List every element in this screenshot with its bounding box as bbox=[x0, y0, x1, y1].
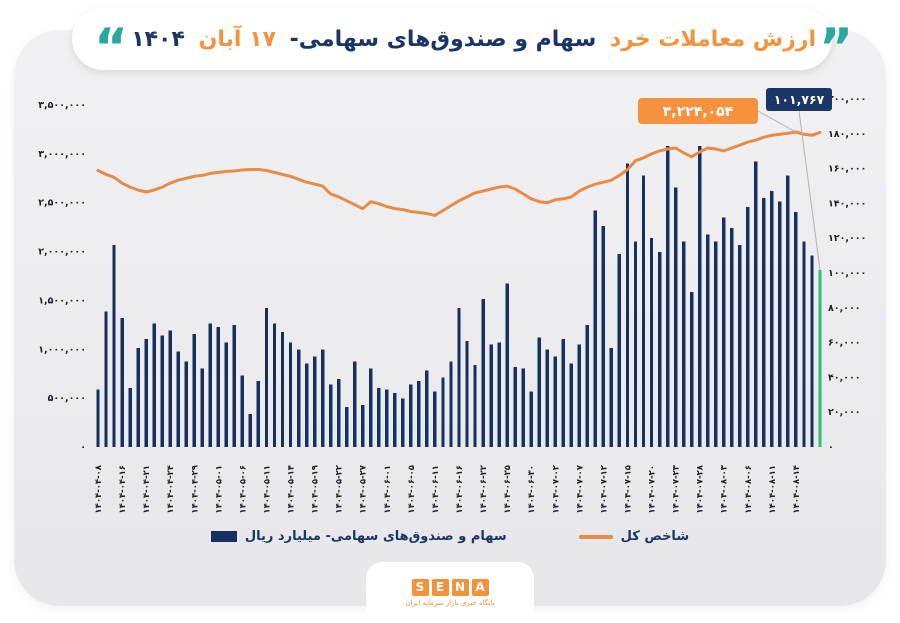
svg-text:۳,۵۰۰,۰۰۰: ۳,۵۰۰,۰۰۰ bbox=[38, 100, 86, 111]
svg-text:۱۴۰۴-۰۷-۰۲: ۱۴۰۴-۰۷-۰۲ bbox=[551, 464, 561, 513]
sena-logo: S E N A پایگاه خبری بازار سرمایه ایران bbox=[366, 562, 534, 623]
svg-text:۵۰۰,۰۰۰: ۵۰۰,۰۰۰ bbox=[48, 393, 86, 404]
svg-text:۱۴۰۴-۰۶-۱۱: ۱۴۰۴-۰۶-۱۱ bbox=[431, 465, 441, 514]
svg-text:۱۴۰۴-۰۵-۱۱: ۱۴۰۴-۰۵-۱۱ bbox=[262, 465, 272, 514]
svg-text:۱۴۰۴-۰۷-۲۳: ۱۴۰۴-۰۷-۲۳ bbox=[672, 464, 682, 513]
svg-text:۱۴۰۴-۰۴-۲۴: ۱۴۰۴-۰۴-۲۴ bbox=[166, 465, 176, 514]
logo-letter-a: A bbox=[471, 578, 489, 596]
title-banner: “ ارزش معاملات خرد سهام و صندوق‌های سهام… bbox=[72, 8, 853, 78]
svg-text:۲,۰۰۰,۰۰۰: ۲,۰۰۰,۰۰۰ bbox=[38, 247, 86, 258]
svg-text:۱۴۰۴-۰۴-۱۶: ۱۴۰۴-۰۴-۱۶ bbox=[118, 465, 128, 514]
svg-text:۱۴۰۴-۰۵-۲۲: ۱۴۰۴-۰۵-۲۲ bbox=[335, 464, 345, 513]
svg-text:۱۰۰,۰۰۰: ۱۰۰,۰۰۰ bbox=[828, 268, 866, 279]
svg-text:۱۴۰۴-۰۸-۰۶: ۱۴۰۴-۰۸-۰۶ bbox=[744, 465, 754, 514]
page-title: ارزش معاملات خرد سهام و صندوق‌های سهامی-… bbox=[128, 27, 819, 52]
svg-text:۱۲۰,۰۰۰: ۱۲۰,۰۰۰ bbox=[828, 233, 866, 244]
svg-text:۱,۰۰۰,۰۰۰: ۱,۰۰۰,۰۰۰ bbox=[38, 344, 86, 355]
svg-text:۰: ۰ bbox=[828, 442, 834, 453]
svg-text:۱۴۰۴-۰۵-۱۹: ۱۴۰۴-۰۵-۱۹ bbox=[311, 464, 321, 513]
title-part-3: ۱۷ آبان bbox=[198, 26, 276, 52]
svg-text:۱۴۰۴-۰۷-۲۰: ۱۴۰۴-۰۷-۲۰ bbox=[648, 465, 658, 514]
svg-text:۲,۵۰۰,۰۰۰: ۲,۵۰۰,۰۰۰ bbox=[38, 198, 86, 209]
svg-text:۱۴۰۴-۰۶-۰۱: ۱۴۰۴-۰۶-۰۱ bbox=[383, 465, 393, 514]
svg-text:۱۴۰,۰۰۰: ۱۴۰,۰۰۰ bbox=[828, 198, 866, 209]
svg-text:۱۴۰۴-۰۴-۰۸: ۱۴۰۴-۰۴-۰۸ bbox=[94, 464, 104, 513]
svg-text:۸۰,۰۰۰: ۸۰,۰۰۰ bbox=[828, 303, 861, 314]
svg-text:۳,۰۰۰,۰۰۰: ۳,۰۰۰,۰۰۰ bbox=[38, 149, 86, 160]
index-line-swatch bbox=[578, 534, 613, 539]
svg-text:۶۰,۰۰۰: ۶۰,۰۰۰ bbox=[828, 338, 861, 349]
svg-text:۱,۵۰۰,۰۰۰: ۱,۵۰۰,۰۰۰ bbox=[38, 295, 86, 306]
close-quote-icon: ” bbox=[819, 18, 854, 78]
svg-text:۱۴۰۴-۰۴-۲۱: ۱۴۰۴-۰۴-۲۱ bbox=[142, 465, 152, 514]
legend-item-index: شاخص کل bbox=[578, 529, 690, 544]
bar-series-label: سهام و صندوق‌های سهامی- میلیارد ریال bbox=[244, 529, 507, 544]
title-part-2: سهام و صندوق‌های سهامی- bbox=[289, 26, 597, 52]
svg-text:۱۴۰۴-۰۸-۰۳: ۱۴۰۴-۰۸-۰۳ bbox=[720, 464, 730, 513]
svg-text:۱۴۰۴-۰۷-۱۲: ۱۴۰۴-۰۷-۱۲ bbox=[599, 464, 609, 513]
svg-text:۱۴۰۴-۰۶-۲۲: ۱۴۰۴-۰۶-۲۲ bbox=[479, 464, 489, 513]
title-part-4: ۱۴۰۴ bbox=[131, 26, 185, 52]
svg-text:۲۰۰,۰۰۰: ۲۰۰,۰۰۰ bbox=[828, 94, 866, 105]
svg-text:۰: ۰ bbox=[80, 442, 86, 453]
svg-text:۱۴۰۴-۰۶-۱۶: ۱۴۰۴-۰۶-۱۶ bbox=[455, 465, 465, 514]
chart-legend: سهام و صندوق‌های سهامی- میلیارد ریال شاخ… bbox=[0, 529, 900, 544]
open-quote-icon: “ bbox=[94, 18, 129, 78]
logo-letter-e: E bbox=[431, 578, 449, 596]
svg-text:۱۴۰۴-۰۶-۲۵: ۱۴۰۴-۰۶-۲۵ bbox=[503, 465, 513, 514]
svg-text:۱۴۰۴-۰۶-۰۵: ۱۴۰۴-۰۶-۰۵ bbox=[407, 465, 417, 514]
sena-tagline: پایگاه خبری بازار سرمایه ایران bbox=[405, 598, 495, 607]
svg-text:۱۴۰۴-۰۵-۰۶: ۱۴۰۴-۰۵-۰۶ bbox=[238, 465, 248, 514]
svg-text:۱۴۰۴-۰۵-۲۷: ۱۴۰۴-۰۵-۲۷ bbox=[359, 464, 369, 513]
trading-value-chart: ۰ ۵۰۰,۰۰۰ ۱,۰۰۰,۰۰۰ ۱,۵۰۰,۰۰۰ ۲,۰۰۰,۰۰۰ ۲,۵۰۰… bbox=[38, 88, 866, 514]
svg-text:۱۴۰۴-۰۶-۳۰: ۱۴۰۴-۰۶-۳۰ bbox=[527, 465, 537, 514]
legend-item-bars: سهام و صندوق‌های سهامی- میلیارد ریال bbox=[210, 529, 507, 544]
svg-text:۱۴۰۴-۰۸-۱۱: ۱۴۰۴-۰۸-۱۱ bbox=[768, 465, 778, 514]
svg-text:۱۴۰۴-۰۸-۱۴: ۱۴۰۴-۰۸-۱۴ bbox=[792, 465, 802, 514]
bar-series-swatch bbox=[210, 531, 237, 542]
svg-text:۱۶۰,۰۰۰: ۱۶۰,۰۰۰ bbox=[828, 164, 866, 175]
sena-logo-squares: S E N A bbox=[411, 578, 489, 596]
annotation-index-peak: ۳,۲۲۴,۰۵۴ bbox=[663, 104, 734, 120]
svg-text:۱۴۰۴-۰۵-۰۱: ۱۴۰۴-۰۵-۰۱ bbox=[214, 465, 224, 514]
svg-text:۴۰,۰۰۰: ۴۰,۰۰۰ bbox=[828, 372, 861, 383]
title-part-1: ارزش معاملات خرد bbox=[609, 26, 816, 52]
logo-letter-n: N bbox=[451, 578, 469, 596]
svg-text:۱۴۰۴-۰۵-۱۴: ۱۴۰۴-۰۵-۱۴ bbox=[287, 465, 297, 514]
index-line-label: شاخص کل bbox=[620, 529, 690, 544]
svg-text:۱۴۰۴-۰۴-۲۹: ۱۴۰۴-۰۴-۲۹ bbox=[190, 464, 200, 513]
logo-letter-s: S bbox=[411, 578, 429, 596]
svg-text:۲۰,۰۰۰: ۲۰,۰۰۰ bbox=[828, 407, 861, 418]
annotation-last-bar: ۱۰۱,۷۶۷ bbox=[774, 92, 825, 107]
svg-text:۱۴۰۴-۰۷-۱۵: ۱۴۰۴-۰۷-۱۵ bbox=[623, 465, 633, 514]
svg-text:۱۴۰۴-۰۷-۲۸: ۱۴۰۴-۰۷-۲۸ bbox=[696, 464, 706, 513]
svg-text:۱۴۰۴-۰۷-۰۷: ۱۴۰۴-۰۷-۰۷ bbox=[575, 464, 585, 513]
svg-text:۱۸۰,۰۰۰: ۱۸۰,۰۰۰ bbox=[828, 129, 866, 140]
